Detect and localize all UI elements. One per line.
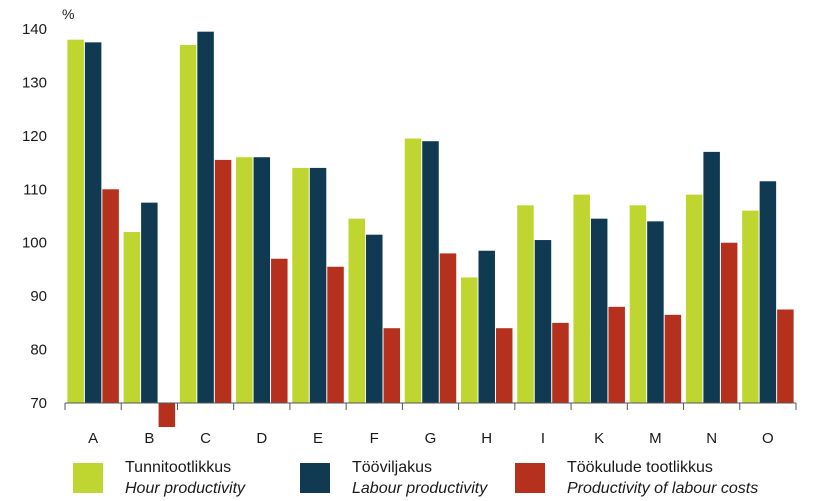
x-tick-label: D	[256, 430, 267, 447]
y-axis-unit-label: %	[62, 6, 74, 22]
bar-A-series-1	[84, 42, 102, 403]
legend-label-et: Töökulude tootlikkus	[567, 459, 713, 476]
bar-I-series-0	[517, 205, 534, 403]
x-tick-label: I	[541, 430, 545, 447]
legend-swatch-labour-productivity	[300, 463, 330, 493]
bar-F-series-2	[383, 328, 401, 403]
x-tick-label: K	[594, 430, 604, 447]
legend-swatch-labour-cost-productivity	[515, 463, 545, 493]
bar-N-series-1	[703, 151, 720, 403]
bar-O-series-0	[742, 210, 759, 403]
y-axis: 70 80 90 100 110 120 130 140	[22, 21, 47, 412]
legend-label-en: Hour productivity	[125, 480, 246, 497]
bar-C-series-2	[214, 159, 232, 403]
legend-swatch-hour-productivity	[73, 463, 103, 493]
x-tick-label: O	[762, 430, 774, 447]
bar-F-series-1	[366, 234, 383, 403]
bar-O-series-1	[759, 181, 777, 403]
y-tick-label: 80	[30, 342, 47, 359]
bar-B-series-2	[158, 403, 176, 428]
x-tick-label: C	[200, 430, 211, 447]
bar-C-series-1	[197, 31, 214, 404]
bar-G-series-1	[422, 141, 439, 403]
bar-D-series-2	[271, 258, 288, 403]
y-tick-label: 110	[23, 181, 47, 198]
x-tick-label: A	[88, 430, 98, 447]
y-tick-label: 120	[22, 128, 47, 145]
bar-A-series-0	[67, 39, 84, 403]
legend: Tunnitootlikkus Hour productivity Töövil…	[0, 455, 818, 501]
x-tick-label: E	[313, 430, 323, 447]
bar-chart: % 70 80 90 100 110 120 130 140 A B C D E F G H I K M N O	[22, 6, 797, 447]
bar-H-series-1	[478, 250, 495, 403]
bar-M-series-2	[664, 314, 682, 403]
x-tick-label: F	[370, 430, 379, 447]
bar-B-series-1	[141, 202, 158, 403]
bar-H-series-0	[460, 277, 478, 403]
bars	[67, 31, 794, 428]
y-tick-label: 90	[30, 288, 47, 305]
x-tick-label: M	[649, 430, 662, 447]
bar-M-series-0	[629, 205, 647, 403]
y-tick-label: 140	[22, 21, 47, 38]
bar-F-series-0	[348, 218, 366, 403]
bar-G-series-0	[404, 138, 422, 403]
bar-C-series-0	[179, 45, 197, 404]
bar-A-series-2	[102, 189, 119, 403]
bar-B-series-0	[123, 232, 141, 403]
bar-N-series-0	[685, 194, 703, 403]
bar-K-series-2	[608, 306, 625, 403]
x-tick-label: B	[144, 430, 154, 447]
bar-E-series-1	[309, 167, 327, 403]
bar-O-series-2	[777, 309, 794, 403]
bar-N-series-2	[720, 242, 738, 403]
y-tick-label: 100	[22, 235, 47, 252]
bar-E-series-2	[327, 266, 344, 403]
bar-G-series-2	[439, 253, 457, 403]
legend-label-et: Tööviljakus	[352, 459, 433, 476]
y-tick-label: 130	[22, 74, 47, 91]
bar-H-series-2	[495, 328, 513, 403]
legend-label-et: Tunnitootlikkus	[125, 459, 232, 476]
x-tick-label: G	[425, 430, 437, 447]
bar-I-series-2	[552, 322, 569, 403]
bar-E-series-0	[292, 167, 309, 403]
y-tick-label: 70	[30, 395, 47, 412]
bar-D-series-1	[253, 157, 271, 403]
bar-K-series-1	[590, 218, 608, 403]
x-tick-label: H	[481, 430, 492, 447]
bar-K-series-0	[573, 194, 590, 403]
legend-label-en: Labour productivity	[352, 480, 488, 497]
bar-M-series-1	[647, 221, 664, 403]
x-tick-label: N	[706, 430, 717, 447]
bar-I-series-1	[534, 240, 552, 403]
legend-label-en: Productivity of labour costs	[567, 480, 759, 497]
bar-D-series-0	[236, 157, 253, 403]
